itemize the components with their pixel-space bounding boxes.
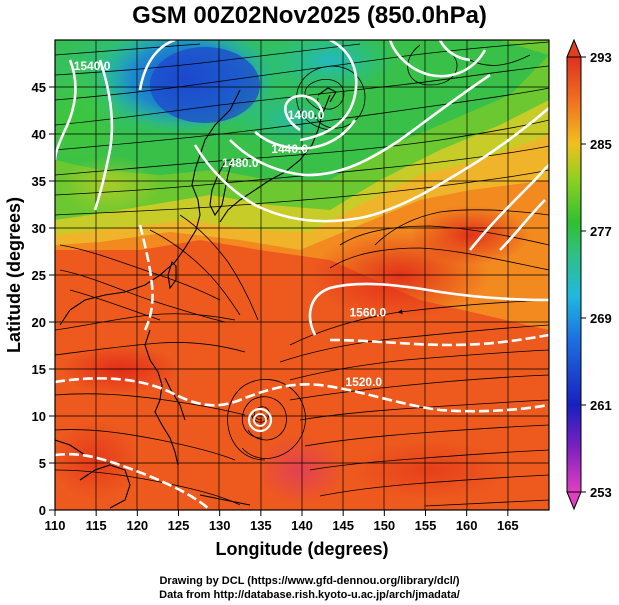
contour-label: 1400.0 <box>288 108 325 122</box>
colorbar-tick-label: 285 <box>590 137 612 152</box>
x-tick-label: 165 <box>497 518 519 533</box>
x-tick-label: 110 <box>45 518 66 533</box>
y-tick-label: 35 <box>32 174 46 189</box>
contour-label: 1540.0 <box>74 59 111 73</box>
y-tick-label: 30 <box>32 221 46 236</box>
x-tick-label: 150 <box>373 518 395 533</box>
y-tick-label: 0 <box>39 503 46 518</box>
chart-title: GSM 00Z02Nov2025 (850.0hPa) <box>132 2 487 29</box>
x-tick-label: 145 <box>332 518 354 533</box>
x-tick-label: 125 <box>168 518 190 533</box>
colorbar-tick-label: 277 <box>590 224 612 239</box>
height-contours <box>55 40 549 510</box>
y-tick-label: 10 <box>32 409 46 424</box>
colorbar: 253 261 269 277 285 293 <box>566 38 612 511</box>
x-tick-label: 130 <box>209 518 231 533</box>
colorbar-tick-label: 261 <box>590 398 612 413</box>
y-tick-label: 15 <box>32 362 46 377</box>
y-tick-label: 40 <box>32 127 46 142</box>
contour-label: 1480.0 <box>222 156 259 170</box>
coastlines <box>55 87 337 509</box>
contour-label: 1560.0 <box>350 305 387 319</box>
x-axis-ticks: 110 115 120 125 130 135 140 145 150 155 160 165 <box>45 510 519 533</box>
contour-label-group: 1540.0 1400.0 1440.0 1480.0 1560.0 1520.… <box>74 59 387 389</box>
colorbar-bar <box>566 56 582 493</box>
y-tick-label: 20 <box>32 315 46 330</box>
y-axis-label: Latitude (degrees) <box>4 197 24 353</box>
contour-label: 1520.0 <box>345 375 382 389</box>
temperature-field: 1540.0 1400.0 1440.0 1480.0 1560.0 1520.… <box>55 40 549 510</box>
contour-label: 1440.0 <box>271 142 308 156</box>
x-tick-label: 160 <box>456 518 478 533</box>
colorbar-tick-label: 293 <box>590 50 612 65</box>
y-tick-label: 45 <box>32 80 46 95</box>
colorbar-tick-label: 253 <box>590 485 612 500</box>
credit-drawing: Drawing by DCL (https://www.gfd-dennou.o… <box>159 575 460 587</box>
credit-data-source: Data from http://database.rish.kyoto-u.a… <box>159 589 460 601</box>
y-tick-label: 5 <box>39 456 46 471</box>
graticule <box>55 40 549 510</box>
y-axis-ticks: 0 5 10 15 20 25 30 35 40 45 <box>32 80 55 518</box>
x-tick-label: 115 <box>86 518 107 533</box>
colorbar-min-arrow <box>566 491 582 511</box>
x-axis-label: Longitude (degrees) <box>215 539 388 559</box>
x-tick-label: 155 <box>415 518 437 533</box>
colorbar-max-arrow <box>566 38 582 58</box>
x-tick-label: 135 <box>250 518 272 533</box>
y-tick-label: 25 <box>32 268 46 283</box>
colorbar-tick-label: 269 <box>590 311 612 326</box>
x-tick-label: 120 <box>126 518 148 533</box>
x-tick-label: 140 <box>291 518 313 533</box>
